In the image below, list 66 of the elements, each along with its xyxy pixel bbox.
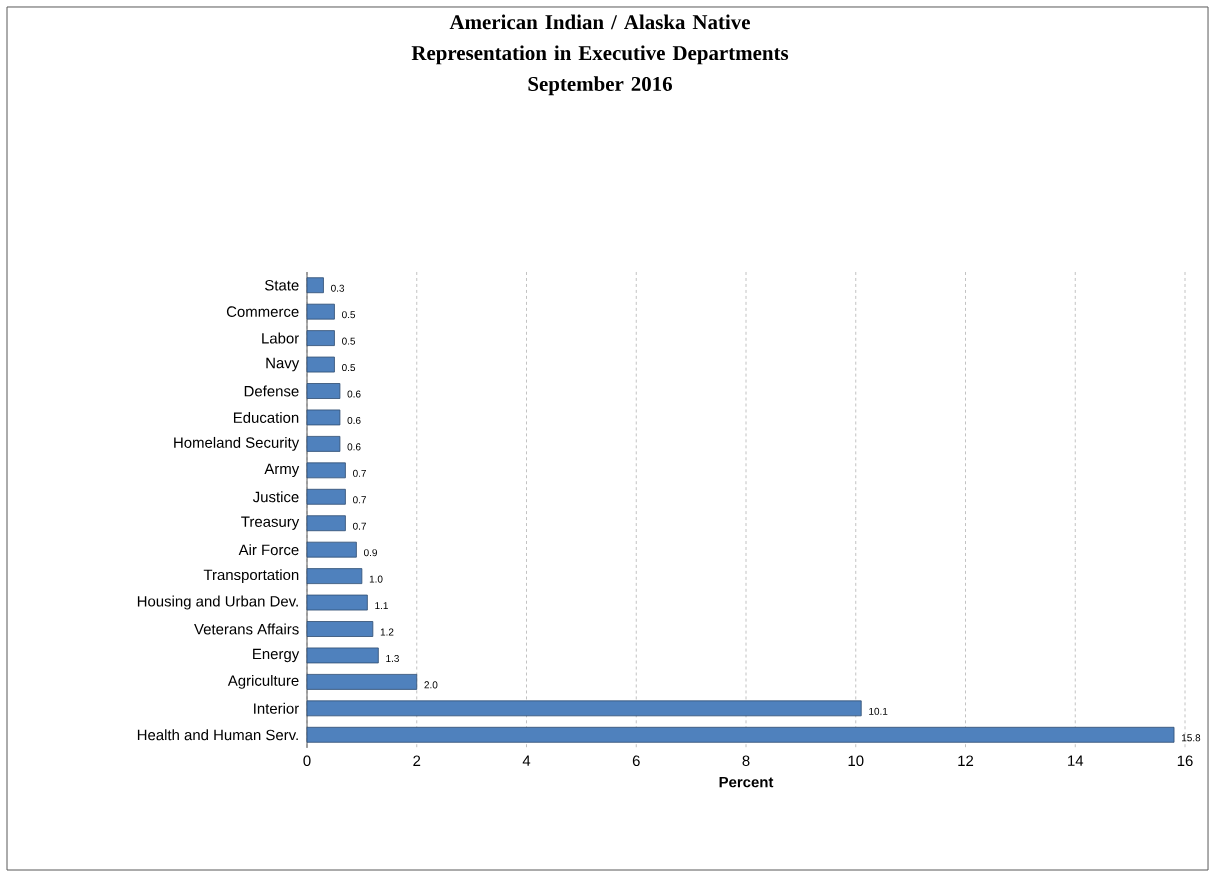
- x-tick-label: 10: [848, 755, 864, 767]
- y-tick-label: Army: [264, 463, 300, 478]
- y-tick-label: Navy: [266, 357, 300, 372]
- y-tick-label: Health and Human Serv.: [137, 729, 298, 741]
- data-label: 1.3: [386, 654, 399, 662]
- chart-subtitle: September 2016: [528, 76, 673, 96]
- bar: [306, 356, 335, 373]
- bar: [306, 726, 1175, 743]
- data-label: 0.9: [363, 549, 377, 557]
- chart-title: American Indian / Alaska Native Representation in Executive Departments: [411, 14, 789, 65]
- x-tick-label: 8: [742, 755, 750, 767]
- y-tick-label: Housing and Urban Dev.: [137, 595, 298, 610]
- bar: [306, 541, 357, 558]
- x-tick-label: 12: [958, 755, 974, 766]
- data-label: 0.7: [353, 522, 366, 530]
- x-tick-label: 4: [522, 755, 531, 766]
- bar: [306, 330, 335, 347]
- bar: [306, 594, 368, 611]
- data-label: 15.8: [1182, 734, 1201, 742]
- data-label: 0.6: [347, 416, 361, 424]
- bar: [306, 277, 324, 294]
- x-tick-label: 0: [303, 755, 311, 767]
- data-label: 2.0: [424, 681, 438, 689]
- data-label: 10.1: [869, 707, 888, 715]
- bar: [306, 409, 341, 426]
- y-tick-label: Justice: [252, 491, 299, 503]
- bar: [306, 303, 335, 320]
- y-tick-label: Education: [233, 411, 299, 423]
- data-label: 0.7: [353, 469, 366, 477]
- x-tick-label: 2: [413, 755, 421, 766]
- y-tick-label: Interior: [254, 702, 299, 714]
- bar: [306, 647, 379, 664]
- y-tick-label: Labor: [262, 332, 299, 344]
- bar: [306, 435, 341, 452]
- y-tick-label: Treasury: [241, 516, 300, 530]
- y-tick-label: Agriculture: [227, 674, 299, 689]
- bar: [306, 383, 341, 399]
- y-tick-label: Commerce: [226, 306, 299, 317]
- bar: [306, 673, 418, 690]
- y-tick-label: Veterans Affairs: [194, 623, 299, 635]
- x-tick-label: 16: [1177, 755, 1193, 767]
- data-label: 0.6: [347, 390, 361, 398]
- bar: [306, 700, 862, 717]
- y-tick-label: State: [265, 279, 299, 291]
- bar: [306, 568, 363, 585]
- data-label: 0.5: [342, 337, 356, 345]
- y-tick-label: Air Force: [238, 544, 299, 556]
- data-label: 0.6: [347, 443, 361, 451]
- data-label: 1.0: [369, 575, 383, 583]
- data-label: 0.7: [353, 496, 366, 504]
- y-tick-label: Energy: [253, 648, 300, 663]
- x-tick-label: 6: [632, 755, 640, 767]
- y-tick-label: Transportation: [203, 569, 299, 584]
- y-tick-label: Homeland Security: [174, 436, 300, 451]
- x-axis-title: Percent: [719, 776, 774, 788]
- bar: [306, 462, 346, 479]
- bar: [306, 621, 374, 637]
- data-label: 0.5: [342, 311, 356, 319]
- y-tick-label: Defense: [244, 385, 299, 397]
- data-label: 1.1: [375, 602, 388, 609]
- data-label: 0.5: [342, 364, 356, 372]
- data-label: 0.3: [331, 284, 345, 292]
- data-label: 1.2: [380, 628, 394, 636]
- x-tick-label: 14: [1068, 755, 1084, 766]
- bar: [306, 515, 346, 532]
- bar: [306, 488, 346, 505]
